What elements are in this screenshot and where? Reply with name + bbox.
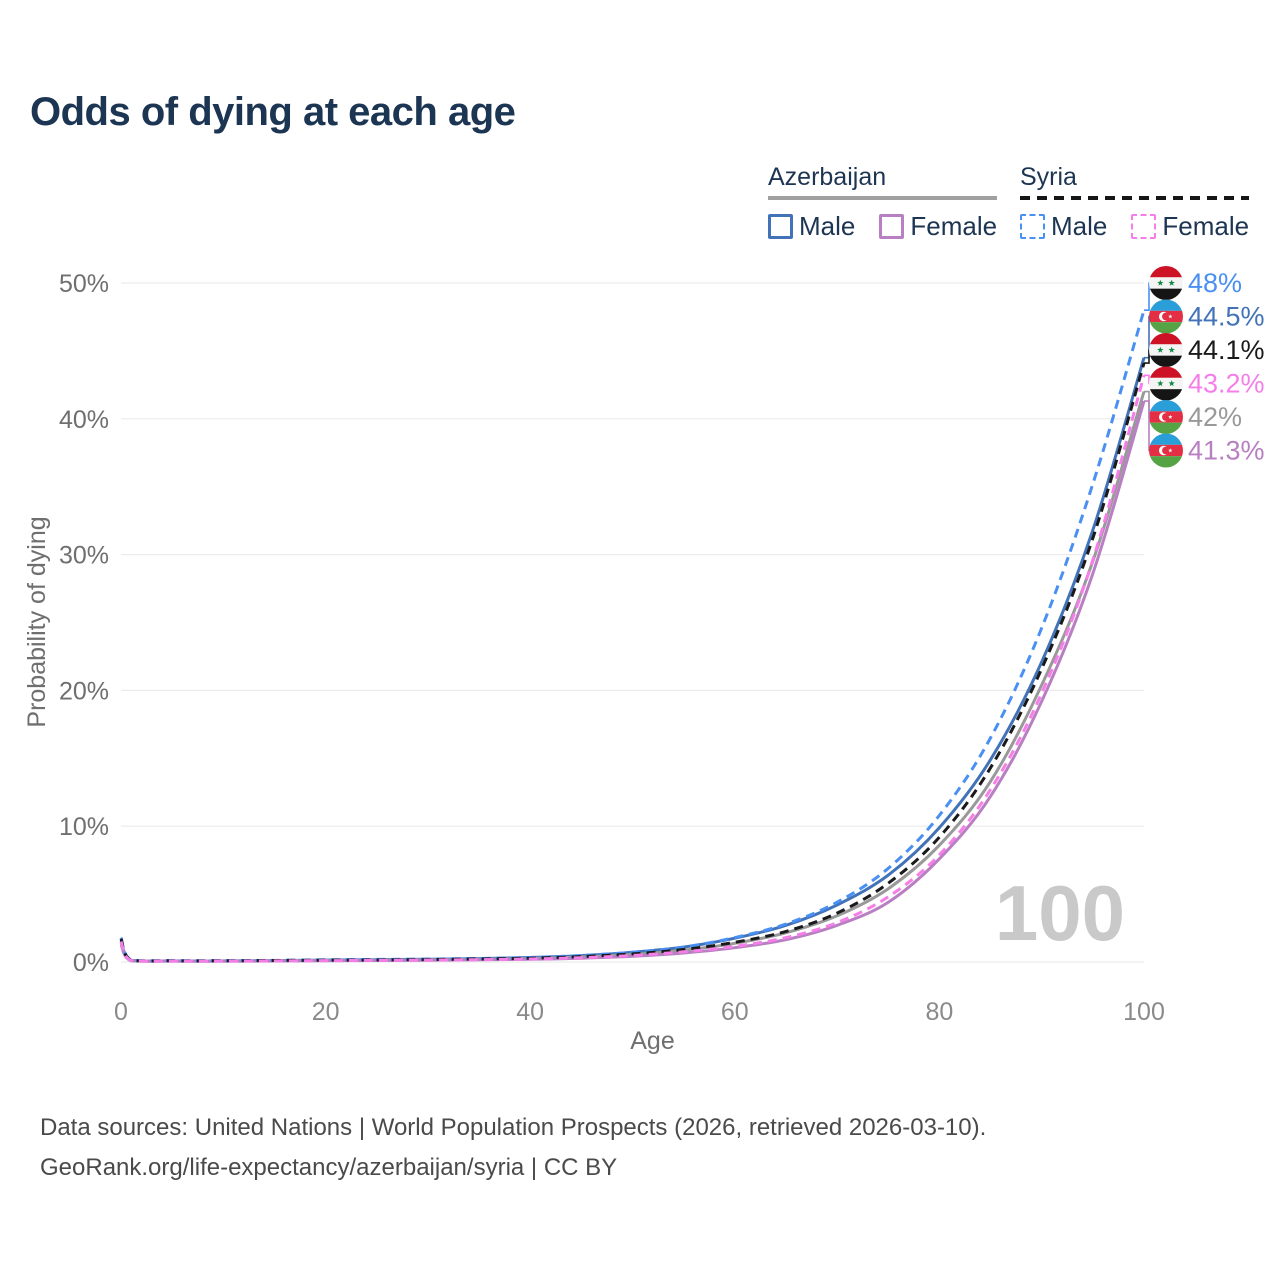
x-tick-label: 0 [114,998,128,1026]
end-value-label: 41.3% [1188,436,1265,466]
legend-line-swatch-dashed [1020,196,1250,200]
male-checkbox[interactable] [768,214,793,239]
x-axis-title: Age [630,1027,674,1055]
end-value-label: 44.1% [1188,335,1265,365]
series-line-syria-female[interactable] [119,374,1146,963]
y-tick-label: 30% [59,542,109,570]
series-line-syria[interactable] [119,362,1146,963]
y-tick-label: 50% [59,270,109,298]
series-line-syria-male[interactable] [119,309,1146,963]
footer-sources-line: Data sources: United Nations | World Pop… [40,1114,987,1141]
legend-country-label: Syria [1020,163,1077,191]
female-checkbox[interactable] [1131,214,1157,239]
male-checkbox[interactable] [1020,214,1045,239]
flag-azerbaijan-icon [1149,300,1183,334]
end-value-label: 48% [1188,268,1242,298]
series-line-azerbaijan-male[interactable] [119,357,1146,963]
series-line-azerbaijan-female[interactable] [119,400,1146,963]
female-checkbox-label: Female [1162,211,1250,241]
x-tick-label: 60 [721,998,749,1026]
flag-azerbaijan-icon [1149,434,1183,468]
end-value-label: 42% [1188,402,1242,432]
male-checkbox-label: Male [1051,211,1108,241]
flag-syria-icon [1149,367,1183,401]
end-labels: 48% 44.5%44.1% 43.2%42% 41.3% [1144,266,1265,468]
axes: 0% 10% 20% 30% 40% 50% 0 20 40 60 80 100 Age Probabil… [23,270,1165,1055]
footer-attribution-line: GeoRank.org/life-expectancy/azerbaijan/s… [40,1154,618,1181]
y-tick-label: 40% [59,406,109,434]
y-tick-label: 20% [59,677,109,705]
gridlines [121,282,1144,963]
x-tick-label: 40 [516,998,544,1026]
age-watermark-text: 100 [995,869,1125,957]
series-lines [119,309,1146,963]
x-tick-label: 100 [1123,998,1165,1026]
y-tick-label: 10% [59,813,109,841]
series-line-azerbaijan[interactable] [119,391,1146,963]
end-value-label: 44.5% [1188,302,1265,332]
female-checkbox-label: Female [910,211,998,241]
flag-syria-icon [1149,266,1183,300]
x-tick-label: 80 [925,998,953,1026]
y-tick-label: 0% [73,949,109,977]
legend-line-swatch-solid [768,196,998,200]
legend-group-syria: Syria Male Female [1020,163,1250,242]
data-source-footer: Data sources: United Nations | World Pop… [40,1108,986,1188]
age-watermark: 100 [995,869,1125,957]
male-checkbox-label: Male [799,211,856,241]
page-title: Odds of dying at each age [30,90,516,134]
x-tick-label: 20 [312,998,340,1026]
y-axis-title: Probability of dying [23,516,51,727]
flag-azerbaijan-icon [1149,400,1183,434]
end-value-label: 43.2% [1188,369,1265,399]
female-checkbox[interactable] [879,214,905,239]
flag-syria-icon [1149,333,1183,367]
legend-group-azerbaijan: Azerbaijan Male Female [768,163,998,242]
legend-country-label: Azerbaijan [768,163,887,191]
